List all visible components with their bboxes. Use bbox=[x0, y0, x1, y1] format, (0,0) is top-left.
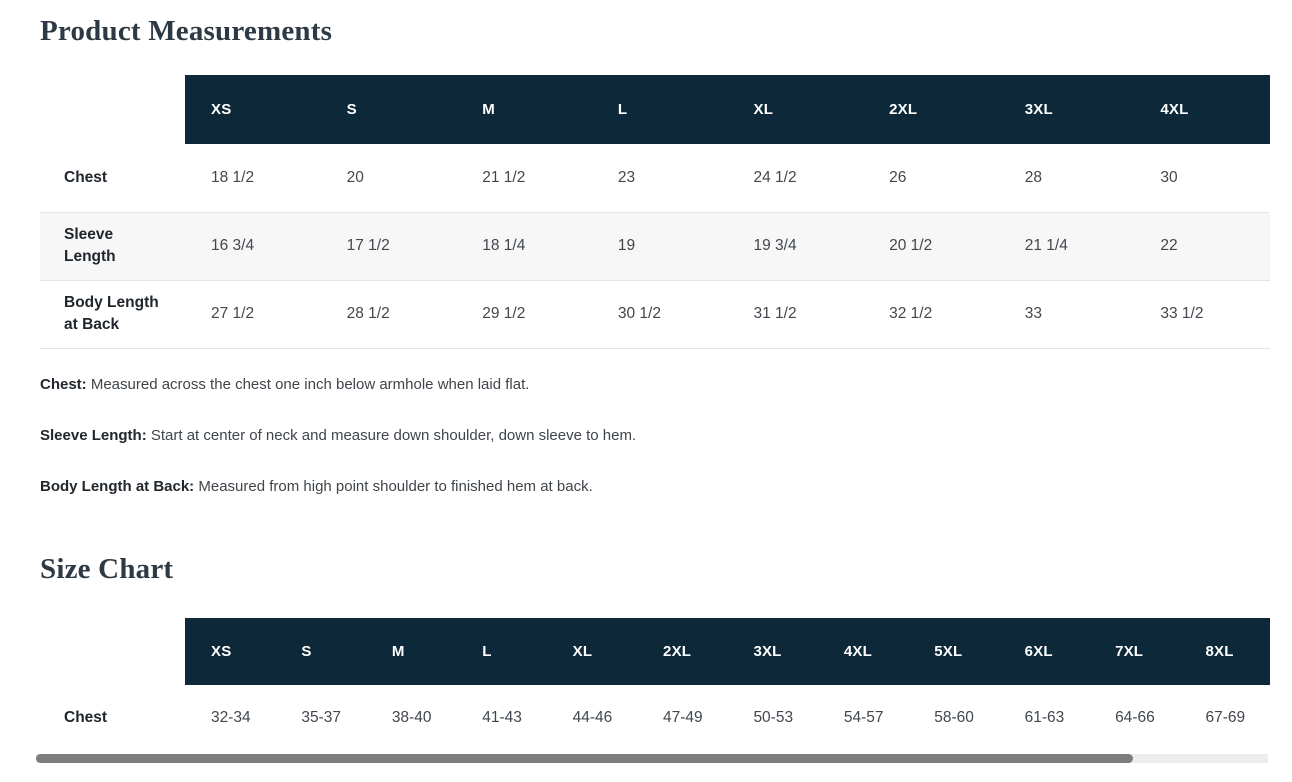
size-chart-table: XS S M L XL 2XL 3XL 4XL 5XL 6XL 7XL 8XL Chest 32-34 3… bbox=[40, 617, 1270, 751]
column-header-3xl: 3XL bbox=[727, 617, 818, 685]
row-label: Body Length at Back bbox=[64, 294, 159, 333]
value-cell: 18 1/2 bbox=[211, 168, 255, 186]
value-cell: 23 bbox=[617, 168, 636, 186]
product-measurements-title: Product Measurements bbox=[40, 15, 333, 47]
value-cell: 32 1/2 bbox=[889, 305, 933, 322]
column-header-6xl: 6XL bbox=[998, 617, 1090, 685]
value-cell: 21 1/4 bbox=[1024, 237, 1068, 254]
size-chart-header-row: XS S M L XL 2XL 3XL 4XL 5XL 6XL 7XL 8XL bbox=[40, 617, 1270, 685]
note-sleeve-length-definition: Start at center of neck and measure down… bbox=[146, 426, 637, 444]
value-cell: 61-63 bbox=[1024, 708, 1065, 726]
value-cell: 28 bbox=[1024, 168, 1042, 186]
note-sleeve-length-term: Sleeve Length: bbox=[40, 426, 147, 444]
column-header-xs: XS bbox=[185, 617, 276, 685]
size-chart-title: Size Chart bbox=[40, 552, 174, 585]
column-header-3xl: 3XL bbox=[998, 75, 1135, 144]
value-cell: 21 1/2 bbox=[482, 168, 526, 186]
column-header-7xl: 7XL bbox=[1089, 617, 1180, 685]
horizontal-scrollbar-thumb[interactable] bbox=[36, 753, 1133, 763]
value-cell: 30 bbox=[1160, 168, 1178, 186]
table-row: Sleeve Length 16 3/4 17 1/2 18 1/4 19 19 3/4 2… bbox=[40, 212, 1270, 280]
note-sleeve-length: Sleeve Length: Start at center of neck a… bbox=[40, 426, 1270, 444]
note-chest-definition: Measured across the chest one inch below… bbox=[86, 375, 530, 393]
product-measurements-table: XS S M L XL 2XL 3XL 4XL Chest 18 1/2 20 21 1/2 23 24… bbox=[40, 75, 1270, 349]
note-chest-term: Chest: bbox=[40, 375, 87, 393]
note-chest: Chest: Measured across the chest one inc… bbox=[40, 375, 1270, 393]
value-cell: 31 1/2 bbox=[753, 305, 797, 322]
value-cell: 44-46 bbox=[572, 708, 613, 726]
value-cell: 29 1/2 bbox=[482, 305, 526, 322]
note-body-length-definition: Measured from high point shoulder to fin… bbox=[194, 477, 593, 495]
value-cell: 28 1/2 bbox=[346, 305, 390, 322]
note-body-length: Body Length at Back: Measured from high … bbox=[40, 477, 1270, 495]
table-row: Chest 32-34 35-37 38-40 41-43 44-46 47-49 50-53… bbox=[40, 685, 1270, 751]
column-header-4xl: 4XL bbox=[1134, 75, 1270, 144]
value-cell: 20 1/2 bbox=[889, 237, 933, 254]
value-cell: 58-60 bbox=[934, 708, 974, 726]
column-header-l: L bbox=[456, 617, 547, 685]
column-header-8xl: 8XL bbox=[1179, 617, 1270, 685]
column-header-2xl: 2XL bbox=[863, 75, 999, 144]
value-cell: 16 3/4 bbox=[211, 237, 255, 254]
value-cell: 41-43 bbox=[482, 708, 522, 726]
column-header-m: M bbox=[365, 617, 457, 685]
horizontal-scrollbar-track[interactable] bbox=[36, 753, 1268, 763]
column-header-4xl: 4XL bbox=[817, 617, 909, 685]
value-cell: 33 1/2 bbox=[1160, 305, 1204, 322]
measurements-header-row: XS S M L XL 2XL 3XL 4XL bbox=[40, 75, 1270, 144]
measurement-notes: Chest: Measured across the chest one inc… bbox=[40, 375, 1270, 495]
row-label: Chest bbox=[64, 168, 108, 186]
value-cell: 54-57 bbox=[843, 708, 884, 726]
value-cell: 32-34 bbox=[211, 708, 251, 726]
column-header-s: S bbox=[320, 75, 457, 144]
column-header-s: S bbox=[275, 617, 366, 685]
value-cell: 64-66 bbox=[1115, 708, 1155, 726]
table-row: Chest 18 1/2 20 21 1/2 23 24 1/2 26 28 30 bbox=[40, 144, 1270, 212]
value-cell: 67-69 bbox=[1205, 708, 1246, 726]
row-label: Chest bbox=[64, 708, 108, 726]
value-cell: 30 1/2 bbox=[617, 305, 661, 322]
size-guide-page: Product Measurements XS S M L XL 2XL 3XL 4XL Ch… bbox=[36, 15, 1270, 763]
column-header-m: M bbox=[456, 75, 592, 144]
note-body-length-term: Body Length at Back: bbox=[40, 477, 195, 495]
header-corner-cell bbox=[40, 618, 185, 685]
value-cell: 35-37 bbox=[301, 708, 342, 726]
column-header-5xl: 5XL bbox=[908, 617, 999, 685]
header-corner-cell bbox=[40, 75, 185, 144]
value-cell: 26 bbox=[889, 168, 907, 186]
table-row: Body Length at Back 27 1/2 28 1/2 29 1/2 30 … bbox=[40, 280, 1270, 348]
column-header-xl: XL bbox=[546, 617, 638, 685]
column-header-xs: XS bbox=[185, 75, 321, 144]
value-cell: 17 1/2 bbox=[346, 237, 390, 254]
column-header-l: L bbox=[591, 75, 728, 144]
value-cell: 19 bbox=[617, 237, 636, 254]
value-cell: 27 1/2 bbox=[211, 305, 255, 322]
value-cell: 18 1/4 bbox=[482, 237, 526, 254]
value-cell: 38-40 bbox=[391, 708, 432, 726]
value-cell: 20 bbox=[346, 168, 364, 186]
value-cell: 22 bbox=[1160, 237, 1178, 254]
value-cell: 33 bbox=[1024, 305, 1042, 322]
column-header-2xl: 2XL bbox=[637, 617, 728, 685]
column-header-xl: XL bbox=[727, 75, 864, 144]
row-label: Sleeve Length bbox=[64, 226, 116, 265]
value-cell: 47-49 bbox=[663, 708, 703, 726]
value-cell: 50-53 bbox=[753, 708, 794, 726]
value-cell: 24 1/2 bbox=[753, 168, 797, 186]
value-cell: 19 3/4 bbox=[753, 237, 797, 254]
